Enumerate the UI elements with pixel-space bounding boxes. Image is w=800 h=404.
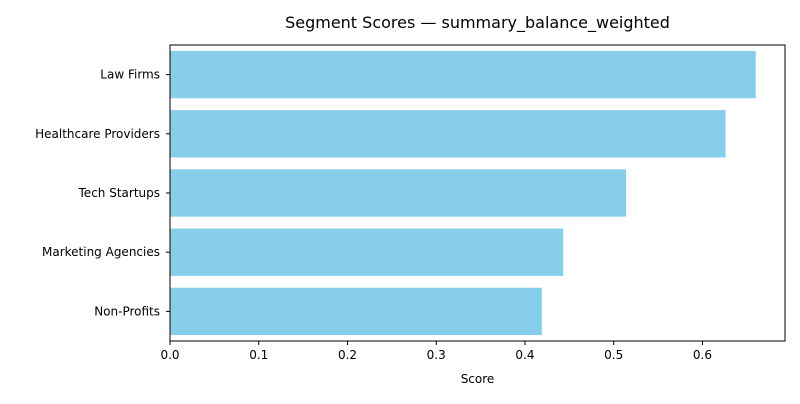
- x-tick-label: 0.1: [249, 348, 268, 362]
- bars-group: [170, 50, 756, 336]
- bar: [170, 169, 627, 217]
- y-tick-label: Healthcare Providers: [35, 127, 160, 141]
- y-tick-label: Marketing Agencies: [42, 245, 160, 259]
- bar: [170, 287, 542, 336]
- x-tick-label: 0.6: [693, 348, 712, 362]
- x-tick-label: 0.4: [515, 348, 534, 362]
- y-tick-label: Law Firms: [100, 68, 160, 82]
- x-axis-label: Score: [461, 372, 495, 386]
- y-tick-label: Non-Profits: [94, 304, 160, 318]
- plot-frame: [169, 44, 786, 342]
- x-tick-label: 0.5: [604, 348, 623, 362]
- bar: [170, 228, 564, 276]
- x-tick-label: 0.0: [160, 348, 179, 362]
- chart-title: Segment Scores — summary_balance_weighte…: [285, 13, 670, 33]
- y-axis-ticks: Law Firms Healthcare Providers Tech Startu…: [35, 68, 170, 318]
- bar: [170, 50, 756, 99]
- bar: [170, 110, 726, 158]
- x-tick-label: 0.2: [338, 348, 357, 362]
- x-axis-ticks: 0.0 0.1 0.2 0.3 0.4 0.5 0.6: [160, 341, 712, 362]
- y-tick-label: Tech Startups: [78, 186, 160, 200]
- x-tick-label: 0.3: [427, 348, 446, 362]
